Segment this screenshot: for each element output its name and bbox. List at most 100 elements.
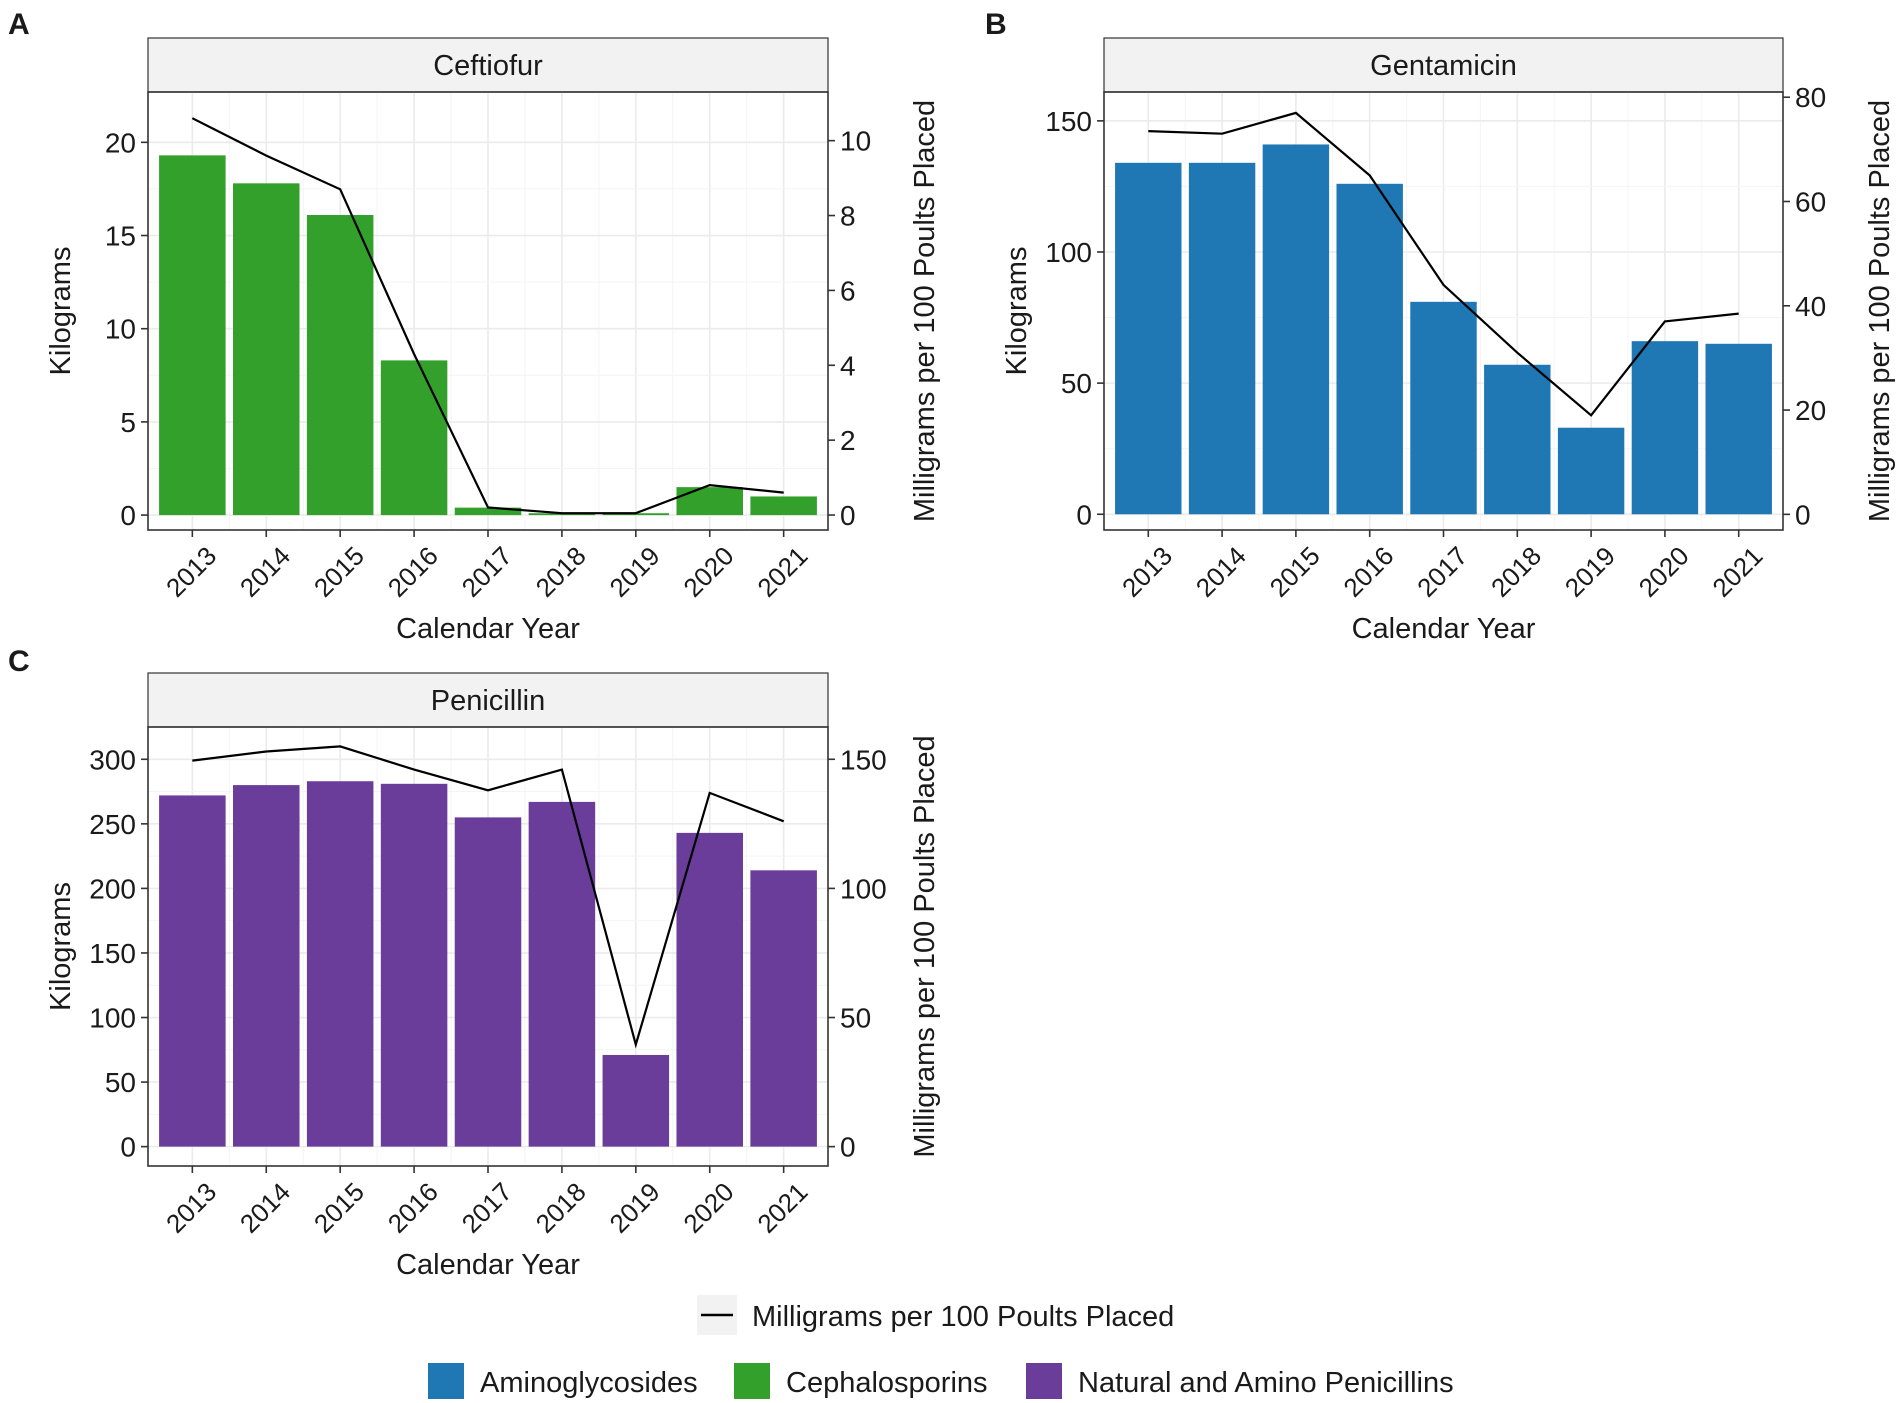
bar-2015 xyxy=(306,781,374,1147)
bar-2020 xyxy=(676,832,743,1147)
facet-title: Gentamicin xyxy=(1370,50,1517,82)
panel-b: B Gentamicin 0 50 100 150 Kilograms 0 20 40 60 80 Mi… xyxy=(985,8,1896,645)
legend-swatch xyxy=(734,1363,770,1399)
x-tick-label: 2013 xyxy=(160,541,222,603)
panel-c: C Penicillin 0 50 100 150 200 250 300 Kilograms 0 5… xyxy=(8,645,941,1281)
y2-tick-label: 0 xyxy=(840,1132,856,1163)
x-tick-label: 2019 xyxy=(1559,541,1621,603)
y-axis-left-title: Kilograms xyxy=(1001,247,1033,376)
bar-2020 xyxy=(1631,341,1699,515)
x-tick-label: 2020 xyxy=(677,1177,739,1239)
bar-2016 xyxy=(1336,183,1403,515)
y-tick-label: 150 xyxy=(1045,106,1092,137)
y2-tick-label: 50 xyxy=(840,1003,871,1034)
x-tick-label: 2019 xyxy=(604,541,666,603)
y-tick-label: 20 xyxy=(105,127,136,158)
y-tick-label: 50 xyxy=(1061,368,1092,399)
legend-item-3: Natural and Amino Penicillins xyxy=(1026,1363,1454,1399)
bar-2015 xyxy=(1262,144,1330,515)
legend: Milligrams per 100 Poults Placed Aminogly… xyxy=(428,1295,1454,1399)
y2-tick-label: 0 xyxy=(840,500,856,531)
x-tick-label: 2016 xyxy=(1337,541,1399,603)
x-axis: 2013 2014 2015 2016 2017 2018 2019 2020 2021 Cale… xyxy=(160,1166,813,1281)
y2-tick-label: 150 xyxy=(840,744,887,775)
x-axis-title: Calendar Year xyxy=(1352,613,1536,645)
panel-letter: C xyxy=(8,645,30,678)
bar-2013 xyxy=(159,155,226,516)
legend-label: Natural and Amino Penicillins xyxy=(1078,1367,1454,1399)
bar-2016 xyxy=(380,783,448,1147)
bar-2018 xyxy=(528,801,596,1147)
y2-tick-label: 2 xyxy=(840,425,856,456)
bar-2015 xyxy=(306,215,374,516)
x-tick-label: 2017 xyxy=(1411,541,1473,603)
x-tick-label: 2020 xyxy=(1633,541,1695,603)
x-tick-label: 2016 xyxy=(382,541,444,603)
y-axis-right-title: Milligrams per 100 Poults Placed xyxy=(909,100,941,522)
y-tick-label: 15 xyxy=(105,221,136,252)
x-tick-label: 2021 xyxy=(751,541,813,603)
facet-title: Ceftiofur xyxy=(433,50,543,82)
y-tick-label: 100 xyxy=(1045,237,1092,268)
panel-letter: B xyxy=(985,8,1007,41)
x-tick-label: 2013 xyxy=(160,1177,222,1239)
bars xyxy=(159,781,817,1147)
y2-tick-label: 8 xyxy=(840,201,856,232)
x-tick-label: 2018 xyxy=(1485,541,1547,603)
bars xyxy=(159,155,817,516)
x-tick-label: 2017 xyxy=(456,541,518,603)
bar-2017 xyxy=(454,817,522,1147)
facet-strip xyxy=(147,672,829,728)
legend-line-item: Milligrams per 100 Poults Placed xyxy=(697,1295,1174,1335)
y2-tick-label: 6 xyxy=(840,275,856,306)
line-series xyxy=(192,745,785,1049)
bar-2016 xyxy=(380,360,448,516)
x-tick-label: 2020 xyxy=(677,541,739,603)
y2-tick-label: 80 xyxy=(1795,82,1826,113)
legend-label: Cephalosporins xyxy=(786,1367,988,1399)
x-tick-label: 2018 xyxy=(530,541,592,603)
x-tick-label: 2021 xyxy=(751,1177,813,1239)
bar-2019 xyxy=(602,1054,670,1147)
x-tick-label: 2014 xyxy=(234,1177,296,1239)
y-tick-label: 0 xyxy=(120,500,136,531)
x-tick-label: 2015 xyxy=(308,541,370,603)
y-axis-left-title: Kilograms xyxy=(45,882,77,1011)
bar-2013 xyxy=(159,795,226,1147)
y-tick-label: 50 xyxy=(105,1067,136,1098)
legend-item-1: Aminoglycosides xyxy=(428,1363,698,1399)
facet-strip xyxy=(147,37,829,93)
y-tick-label: 10 xyxy=(105,314,136,345)
bar-2017 xyxy=(1410,301,1477,515)
y-axis-right: 0 50 100 150 Milligrams per 100 Poults Place… xyxy=(828,735,941,1163)
y-axis-left-title: Kilograms xyxy=(45,247,77,376)
x-tick-label: 2019 xyxy=(604,1177,666,1239)
bar-2021 xyxy=(1705,343,1772,515)
bar-2014 xyxy=(233,183,300,516)
x-tick-label: 2021 xyxy=(1706,541,1768,603)
bar-2014 xyxy=(1188,162,1256,515)
y2-tick-label: 10 xyxy=(840,126,871,157)
facet-title: Penicillin xyxy=(431,685,545,717)
y2-tick-label: 40 xyxy=(1795,291,1826,322)
x-axis-title: Calendar Year xyxy=(396,613,580,645)
y-axis-left: 0 50 100 150 Kilograms xyxy=(1001,106,1104,530)
x-axis: 2013 2014 2015 2016 2017 2018 2019 2020 2021 Cale… xyxy=(1116,530,1769,645)
y2-tick-label: 4 xyxy=(840,350,856,381)
bar-2021 xyxy=(750,496,817,516)
y2-tick-label: 60 xyxy=(1795,187,1826,218)
legend-label: Aminoglycosides xyxy=(480,1367,698,1399)
y-axis-right-title: Milligrams per 100 Poults Placed xyxy=(1864,100,1896,522)
bar-2014 xyxy=(233,785,300,1147)
y2-tick-label: 0 xyxy=(1795,499,1811,530)
y-tick-label: 0 xyxy=(120,1132,136,1163)
y2-tick-label: 20 xyxy=(1795,395,1826,426)
x-tick-label: 2014 xyxy=(1190,541,1252,603)
y-axis-left: 0 50 100 150 200 250 300 Kilograms xyxy=(45,744,148,1163)
x-tick-label: 2016 xyxy=(382,1177,444,1239)
x-tick-label: 2018 xyxy=(530,1177,592,1239)
bar-2020 xyxy=(676,487,743,516)
y-tick-label: 150 xyxy=(89,938,136,969)
panel-letter: A xyxy=(8,8,30,41)
legend-line-label: Milligrams per 100 Poults Placed xyxy=(752,1301,1174,1333)
